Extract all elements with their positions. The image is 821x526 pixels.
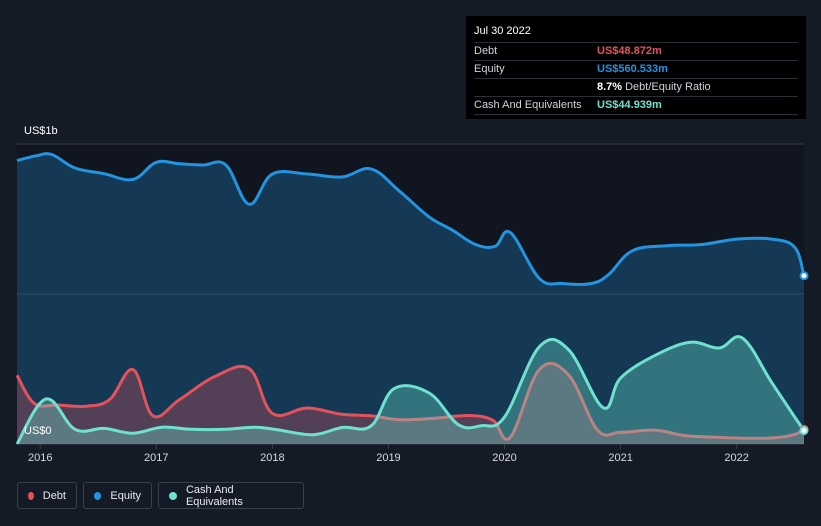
tooltip-cash-row: Cash And Equivalents US$44.939m — [474, 96, 798, 115]
x-tick-label-2021: 2021 — [608, 452, 632, 464]
tooltip-ratio-label: Debt/Equity Ratio — [625, 81, 711, 93]
y-axis-bottom-label: US$0 — [24, 425, 52, 437]
legend-equity-dot — [94, 491, 102, 500]
cash-and-equivalents-area — [17, 336, 804, 444]
legend-debt-label: Debt — [42, 489, 66, 502]
tooltip-equity-value: US$560.533m — [597, 63, 668, 75]
legend-debt-dot — [28, 491, 34, 500]
tooltip-cash-value: US$44.939m — [597, 99, 662, 111]
tooltip-ratio-spacer — [474, 79, 597, 96]
cash-and-equivalents-line — [15, 335, 806, 445]
equity-area — [17, 153, 804, 444]
x-tick-label-2018: 2018 — [260, 452, 284, 464]
tooltip-equity-row: Equity US$560.533m — [474, 60, 798, 78]
cash-and-equivalents-end-marker[interactable] — [799, 426, 809, 435]
legend-cash-dot — [169, 491, 177, 500]
legend-cash[interactable]: Cash And Equivalents — [158, 482, 304, 509]
equity-line — [16, 152, 806, 286]
tooltip-cash-label: Cash And Equivalents — [474, 99, 582, 111]
legend-debt[interactable]: Debt — [17, 482, 77, 509]
debt-area — [17, 363, 804, 444]
x-tick-label-2022: 2022 — [724, 452, 748, 464]
legend-cash-label: Cash And Equivalents — [185, 483, 243, 508]
tooltip-ratio-row: 8.7% Debt/Equity Ratio — [474, 78, 798, 96]
x-axis: 2016 2017 2018 2019 2020 2021 2022 — [28, 444, 749, 464]
tooltip-equity-label: Equity — [474, 63, 505, 75]
legend-equity[interactable]: Equity — [83, 482, 152, 509]
y-axis-top-label: US$1b — [24, 125, 58, 137]
tooltip-debt-row: Debt US$48.872m — [474, 42, 798, 60]
x-tick-label-2017: 2017 — [144, 452, 168, 464]
debt-line — [15, 361, 805, 441]
tooltip-date: Jul 30 2022 — [474, 25, 531, 37]
tooltip-ratio-value: 8.7% — [597, 81, 623, 93]
equity-end-marker[interactable] — [799, 271, 809, 281]
tooltip-debt-label: Debt — [474, 45, 498, 57]
tooltip-debt-value: US$48.872m — [597, 45, 662, 57]
series-layer — [15, 152, 809, 445]
legend-equity-label: Equity — [110, 489, 141, 502]
x-tick-label-2020: 2020 — [492, 452, 516, 464]
tooltip-panel: Jul 30 2022 Debt US$48.872m Equity US$56… — [466, 16, 806, 119]
x-tick-label-2016: 2016 — [28, 452, 52, 464]
x-tick-label-2019: 2019 — [376, 452, 400, 464]
